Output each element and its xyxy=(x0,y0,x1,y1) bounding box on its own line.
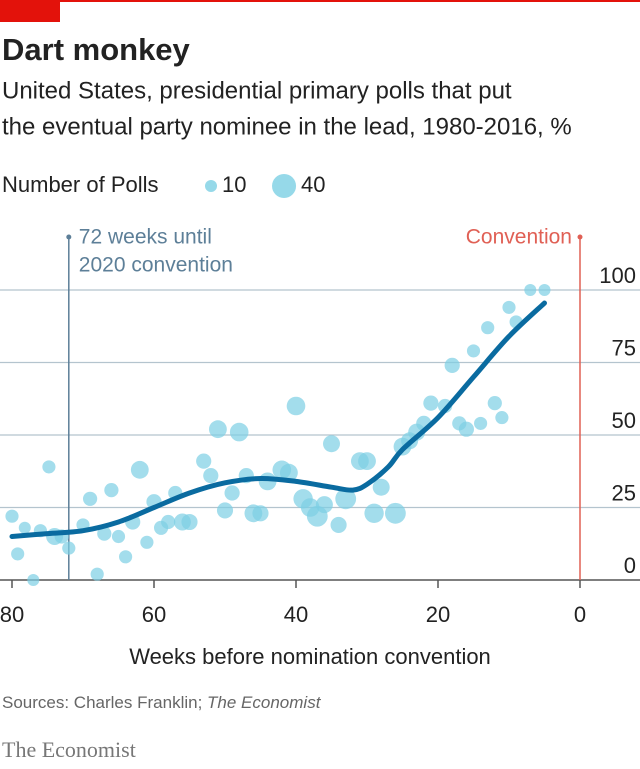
bubble xyxy=(97,526,112,541)
y-tick-label: 100 xyxy=(599,263,636,288)
bubble xyxy=(229,422,249,442)
y-tick-label: 25 xyxy=(612,480,636,505)
source-text: Sources: Charles Franklin; xyxy=(2,693,207,712)
bubble xyxy=(119,550,133,564)
bubble xyxy=(286,396,306,416)
legend-title: Number of Polls xyxy=(2,172,159,197)
x-tick-label: 20 xyxy=(426,602,450,627)
bubble xyxy=(111,529,126,544)
bubble xyxy=(364,503,384,523)
bubble xyxy=(130,460,149,479)
bubble xyxy=(323,435,340,453)
bubble xyxy=(458,421,474,437)
x-axis-title: Weeks before nomination convention xyxy=(129,644,491,669)
bubble xyxy=(90,567,104,581)
bubble xyxy=(502,300,516,314)
annotation-dot xyxy=(66,234,72,240)
legend-bubble xyxy=(272,173,297,199)
bubble xyxy=(279,463,298,482)
subtitle: United States, presidential primary poll… xyxy=(2,77,512,104)
bubble xyxy=(140,535,154,549)
bubble xyxy=(11,547,25,561)
bubble xyxy=(481,321,495,335)
bubble xyxy=(208,420,227,439)
bubble xyxy=(18,521,31,534)
bubble xyxy=(82,491,98,506)
y-tick-label: 50 xyxy=(612,408,636,433)
x-tick-label: 60 xyxy=(142,602,166,627)
brand-tag xyxy=(0,0,60,22)
bubble xyxy=(487,395,502,411)
annotation-dot xyxy=(577,234,583,240)
annotation-text: 72 weeks until xyxy=(79,226,212,249)
bubble xyxy=(181,513,198,531)
bubble xyxy=(538,283,551,297)
bubble xyxy=(203,468,219,484)
subtitle: the eventual party nominee in the lead, … xyxy=(2,113,572,140)
annotation-text: 2020 convention xyxy=(79,254,233,277)
bubble xyxy=(252,505,269,522)
bubble xyxy=(524,283,537,297)
bubble xyxy=(42,460,56,474)
legend-bubble xyxy=(205,179,218,193)
bubble xyxy=(335,488,357,510)
bubble xyxy=(358,452,376,471)
bubble xyxy=(196,453,212,469)
legend-label: 10 xyxy=(222,172,246,197)
bubble xyxy=(474,416,488,430)
bubble xyxy=(495,411,509,425)
source-emphasis: The Economist xyxy=(207,693,322,712)
legend-label: 40 xyxy=(301,172,325,197)
y-tick-label: 0 xyxy=(624,553,636,578)
bubble xyxy=(104,482,119,498)
bubble xyxy=(27,573,40,587)
x-tick-label: 40 xyxy=(284,602,308,627)
bubble xyxy=(161,514,176,530)
bubble xyxy=(444,357,460,373)
annotation-text: Convention xyxy=(466,226,572,249)
bubble xyxy=(216,502,234,519)
bubble xyxy=(423,395,439,411)
trend-line xyxy=(9,300,547,539)
bubble xyxy=(330,516,347,533)
bubble xyxy=(62,541,76,555)
x-tick-label: 80 xyxy=(0,602,24,627)
bubble xyxy=(384,502,406,524)
brand: The Economist xyxy=(2,737,136,762)
bubble xyxy=(466,344,481,358)
x-tick-label: 0 xyxy=(574,602,586,627)
bubble xyxy=(5,509,19,523)
bubble xyxy=(372,478,390,496)
bubble xyxy=(224,485,240,501)
y-tick-label: 75 xyxy=(612,335,636,360)
top-rule xyxy=(0,0,640,2)
source: Sources: Charles Franklin; The Economist xyxy=(2,693,322,712)
chart-title: Dart monkey xyxy=(2,32,191,67)
bubble xyxy=(315,496,333,514)
